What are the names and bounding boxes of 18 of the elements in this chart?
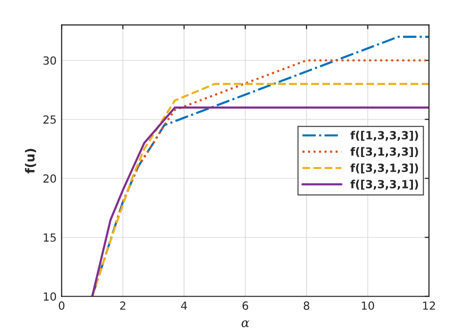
x-tick-label: 6 — [242, 301, 248, 310]
legend-label: f([1,3,3,3]) — [350, 130, 418, 141]
x-tick-label: 8 — [304, 301, 310, 310]
legend-label: f([3,3,1,3]) — [350, 163, 418, 174]
x-tick-label: 2 — [120, 301, 126, 310]
y-tick-label: 25 — [43, 115, 56, 124]
x-tick-label: 10 — [362, 301, 374, 310]
y-axis-title: f(u) — [24, 148, 36, 174]
x-tick-label: 0 — [58, 301, 64, 310]
x-tick-label: 4 — [181, 302, 187, 310]
legend-label: f([3,1,3,3]) — [350, 147, 418, 158]
x-tick-label: 12 — [423, 301, 435, 310]
y-tick-label: 15 — [44, 233, 56, 242]
legend-label: f([3,3,3,1]) — [350, 180, 418, 190]
y-tick-label: 30 — [43, 56, 56, 65]
y-tick-label: 10 — [44, 292, 56, 301]
y-tick-label: 20 — [43, 174, 56, 183]
x-axis-title: α — [242, 320, 250, 328]
